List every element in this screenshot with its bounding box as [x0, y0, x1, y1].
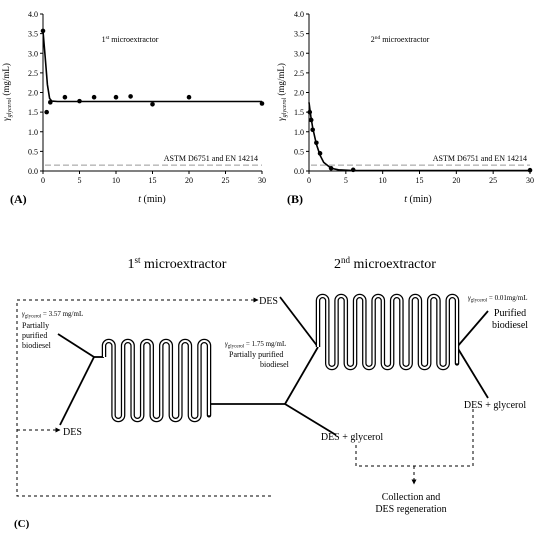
serpentine-channel-2	[315, 293, 460, 371]
y-tick-label: 4.0	[294, 10, 304, 19]
y-tick-label: 4.0	[28, 10, 38, 19]
y-tick-label: 1.5	[294, 108, 304, 117]
y-tick-label: 1.0	[294, 128, 304, 137]
partially-purified-left-line3: biodiesel	[22, 341, 52, 350]
x-axis-label: t (min)	[404, 194, 432, 205]
x-axis-label: t (min)	[138, 194, 166, 205]
partially-purified-left-line1: Partially	[22, 321, 49, 330]
x-tick-label: 10	[112, 176, 120, 185]
y-tick-label: 3.0	[294, 49, 304, 58]
gamma-right-label: γglycerol = 0.01mg/mL	[468, 294, 527, 304]
title-second-microextractor: 2nd microextractor	[334, 255, 436, 272]
y-tick-label: 2.0	[28, 89, 38, 98]
x-tick-label: 5	[78, 176, 82, 185]
data-point	[91, 94, 97, 100]
serpentine-channel-1	[101, 338, 212, 423]
purified-biodiesel-line2: biodiesel	[492, 320, 528, 331]
panel-label-a: (A)	[10, 192, 27, 206]
x-tick-label: 20	[185, 176, 193, 185]
des-glycerol-label-1: DES + glycerol	[321, 432, 384, 443]
data-point	[317, 151, 323, 156]
data-point	[259, 101, 265, 106]
y-tick-label: 1.0	[28, 128, 38, 137]
des-recycle-line	[16, 297, 271, 497]
chart-annotation: 1st microextractor	[102, 35, 159, 44]
data-point	[307, 109, 313, 115]
gamma-left-label: γglycerol = 3.57 mg/mL	[22, 310, 83, 320]
x-tick-label: 0	[41, 176, 45, 185]
y-tick-label: 3.5	[28, 30, 38, 39]
process-diagram: 1st microextractor 2nd microextractor DE…	[14, 255, 528, 530]
y-tick-label: 1.5	[28, 108, 38, 117]
x-tick-label: 30	[526, 176, 534, 185]
data-point	[186, 94, 192, 100]
data-point	[77, 98, 82, 104]
x-tick-label: 15	[149, 176, 157, 185]
channel-branches	[57, 296, 489, 436]
partially-purified-left-line2: purified	[22, 331, 47, 340]
data-point	[128, 94, 133, 99]
x-tick-label: 0	[307, 176, 311, 185]
data-point	[310, 127, 315, 133]
des-left-label: DES	[63, 427, 82, 438]
gamma-mid-label: γglycerol = 1.75 mg/mL	[225, 340, 286, 350]
partially-purified-mid-line1: Partially purified	[229, 350, 283, 359]
y-tick-label: 3.5	[294, 30, 304, 39]
purified-biodiesel-line1: Purified	[494, 308, 526, 319]
y-tick-label: 2.5	[294, 69, 304, 78]
fit-line	[42, 30, 262, 103]
collection-line1: Collection and	[382, 492, 441, 503]
x-tick-label: 25	[222, 176, 230, 185]
data-point	[113, 94, 119, 100]
data-point	[314, 140, 319, 146]
chart-b: γglycerol (mg/mL) (B) t (min) 2nd microe…	[276, 10, 534, 206]
des-glycerol-label-2: DES + glycerol	[464, 400, 527, 411]
data-point	[328, 165, 334, 171]
data-point	[44, 109, 49, 115]
data-point	[40, 28, 46, 34]
y-tick-label: 0.5	[294, 147, 304, 156]
x-tick-label: 10	[379, 176, 387, 185]
panel-label-c: (C)	[14, 518, 30, 530]
x-tick-label: 25	[489, 176, 497, 185]
des-top-label: DES	[259, 296, 278, 307]
x-tick-label: 20	[452, 176, 460, 185]
title-first-microextractor: 1st microextractor	[128, 255, 227, 272]
x-tick-label: 30	[258, 176, 266, 185]
x-tick-label: 5	[344, 176, 348, 185]
y-axis-label: γglycerol (mg/mL)	[276, 63, 288, 121]
chart-a: γglycerol (mg/mL) (A) t (min) 1st microe…	[1, 10, 266, 206]
data-point	[48, 100, 53, 105]
data-point	[308, 117, 314, 123]
y-tick-label: 3.0	[28, 49, 38, 58]
data-point	[350, 167, 356, 173]
threshold-label: ASTM D6751 and EN 14214	[433, 154, 527, 163]
chart-annotation: 2nd microextractor	[371, 35, 430, 44]
data-point	[527, 167, 533, 173]
y-tick-label: 2.5	[28, 69, 38, 78]
y-tick-label: 0.0	[28, 167, 38, 176]
panel-label-b: (B)	[287, 192, 303, 206]
data-point	[150, 101, 155, 107]
data-point	[62, 94, 68, 100]
collection-line2: DES regeneration	[375, 504, 446, 515]
y-axis-label: γglycerol (mg/mL)	[1, 63, 13, 121]
y-tick-label: 0.5	[28, 147, 38, 156]
y-tick-label: 2.0	[294, 89, 304, 98]
threshold-label: ASTM D6751 and EN 14214	[164, 154, 258, 163]
y-tick-label: 0.0	[294, 167, 304, 176]
partially-purified-mid-line2: biodiesel	[260, 360, 290, 369]
x-tick-label: 15	[416, 176, 424, 185]
